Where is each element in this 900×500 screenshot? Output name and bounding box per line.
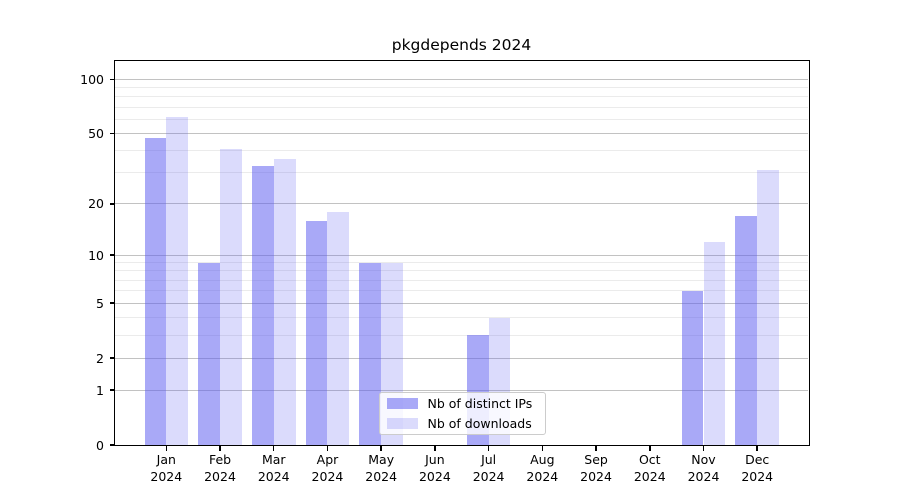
x-tick-label: Mar 2024 [257, 451, 290, 484]
bar-distinct-ips-nov [681, 290, 704, 446]
x-tick-mark [219, 446, 221, 451]
x-tick-mark [326, 446, 329, 451]
x-tick-mark [541, 446, 544, 451]
y-tick-mark [109, 132, 115, 135]
bar-distinct-ips-jan [144, 138, 167, 446]
bar-downloads-apr [327, 211, 350, 446]
x-tick-label: Apr 2024 [311, 451, 344, 484]
chart-title: pkgdepends 2024 [391, 36, 532, 54]
legend-item-downloads: Nb of downloads [386, 414, 545, 434]
bar-distinct-ips-mar [251, 165, 274, 446]
bar-distinct-ips-dec [735, 216, 758, 446]
y-tick-label: 100 [80, 71, 104, 87]
x-tick-label: Jan 2024 [150, 451, 183, 484]
x-tick-label: Jul 2024 [472, 451, 505, 484]
y-tick-label: 0 [96, 437, 104, 453]
x-tick-mark [595, 446, 597, 451]
gridline-major [115, 254, 809, 256]
y-tick-label: 2 [96, 350, 104, 366]
gridline-minor [115, 96, 809, 98]
gridline-minor [115, 317, 809, 319]
legend-swatch-distinct-ips [386, 398, 418, 409]
x-tick-mark [756, 446, 758, 451]
x-tick-label: Dec 2024 [741, 451, 774, 484]
x-tick-mark [487, 446, 490, 451]
y-tick-mark [109, 302, 115, 304]
gridline-major [115, 132, 809, 134]
y-tick-label: 50 [88, 125, 104, 141]
x-tick-mark [380, 446, 382, 451]
gridline-minor [115, 106, 809, 108]
gridline-minor [115, 262, 809, 264]
x-tick-label: Nov 2024 [687, 451, 720, 484]
y-tick-mark [109, 357, 115, 359]
x-tick-label: Oct 2024 [633, 451, 666, 484]
bar-downloads-mar [273, 158, 296, 446]
bar-distinct-ips-apr [305, 220, 328, 446]
gridline-major [115, 302, 809, 304]
legend-item-distinct-ips: Nb of distinct IPs [386, 394, 545, 414]
x-tick-label: Aug 2024 [526, 451, 559, 484]
bar-downloads-feb [220, 148, 242, 446]
gridline-major [115, 357, 809, 359]
x-tick-mark [702, 446, 705, 451]
gridline-minor [115, 150, 809, 152]
legend-swatch-downloads [386, 418, 418, 429]
gridline-minor [115, 172, 809, 174]
y-tick-mark [109, 203, 115, 205]
gridline-minor [115, 334, 809, 336]
y-tick-label: 10 [88, 247, 104, 263]
gridline-major [115, 78, 809, 80]
gridline-minor [115, 290, 809, 292]
gridline-minor [115, 118, 809, 120]
legend-label-downloads: Nb of downloads [427, 415, 532, 431]
bar-downloads-nov [703, 241, 726, 446]
bar-downloads-dec [757, 170, 780, 446]
gridline-minor [115, 270, 809, 272]
x-tick-label: Feb 2024 [204, 451, 236, 484]
bar-downloads-jan [166, 116, 189, 446]
gridline-minor [115, 279, 809, 281]
x-tick-mark [165, 446, 168, 451]
x-tick-mark [649, 446, 651, 451]
x-tick-mark [272, 446, 275, 451]
gridline-major [115, 203, 809, 205]
legend-label-distinct-ips: Nb of distinct IPs [427, 395, 533, 411]
x-tick-label: May 2024 [365, 451, 398, 484]
x-tick-label: Sep 2024 [580, 451, 612, 484]
y-tick-mark [109, 78, 115, 81]
bar-distinct-ips-may [359, 262, 382, 446]
x-tick-mark [434, 446, 436, 451]
y-tick-mark [109, 254, 115, 256]
y-tick-mark [109, 389, 115, 391]
gridline-minor [115, 87, 809, 89]
y-tick-label: 20 [88, 196, 104, 212]
y-tick-label: 5 [96, 295, 104, 311]
legend: Nb of distinct IPs Nb of downloads [378, 392, 546, 435]
gridline-major [115, 389, 809, 391]
y-tick-mark [109, 444, 115, 446]
bar-distinct-ips-feb [198, 262, 221, 446]
x-tick-label: Jun 2024 [418, 451, 451, 484]
y-tick-label: 1 [96, 382, 104, 398]
